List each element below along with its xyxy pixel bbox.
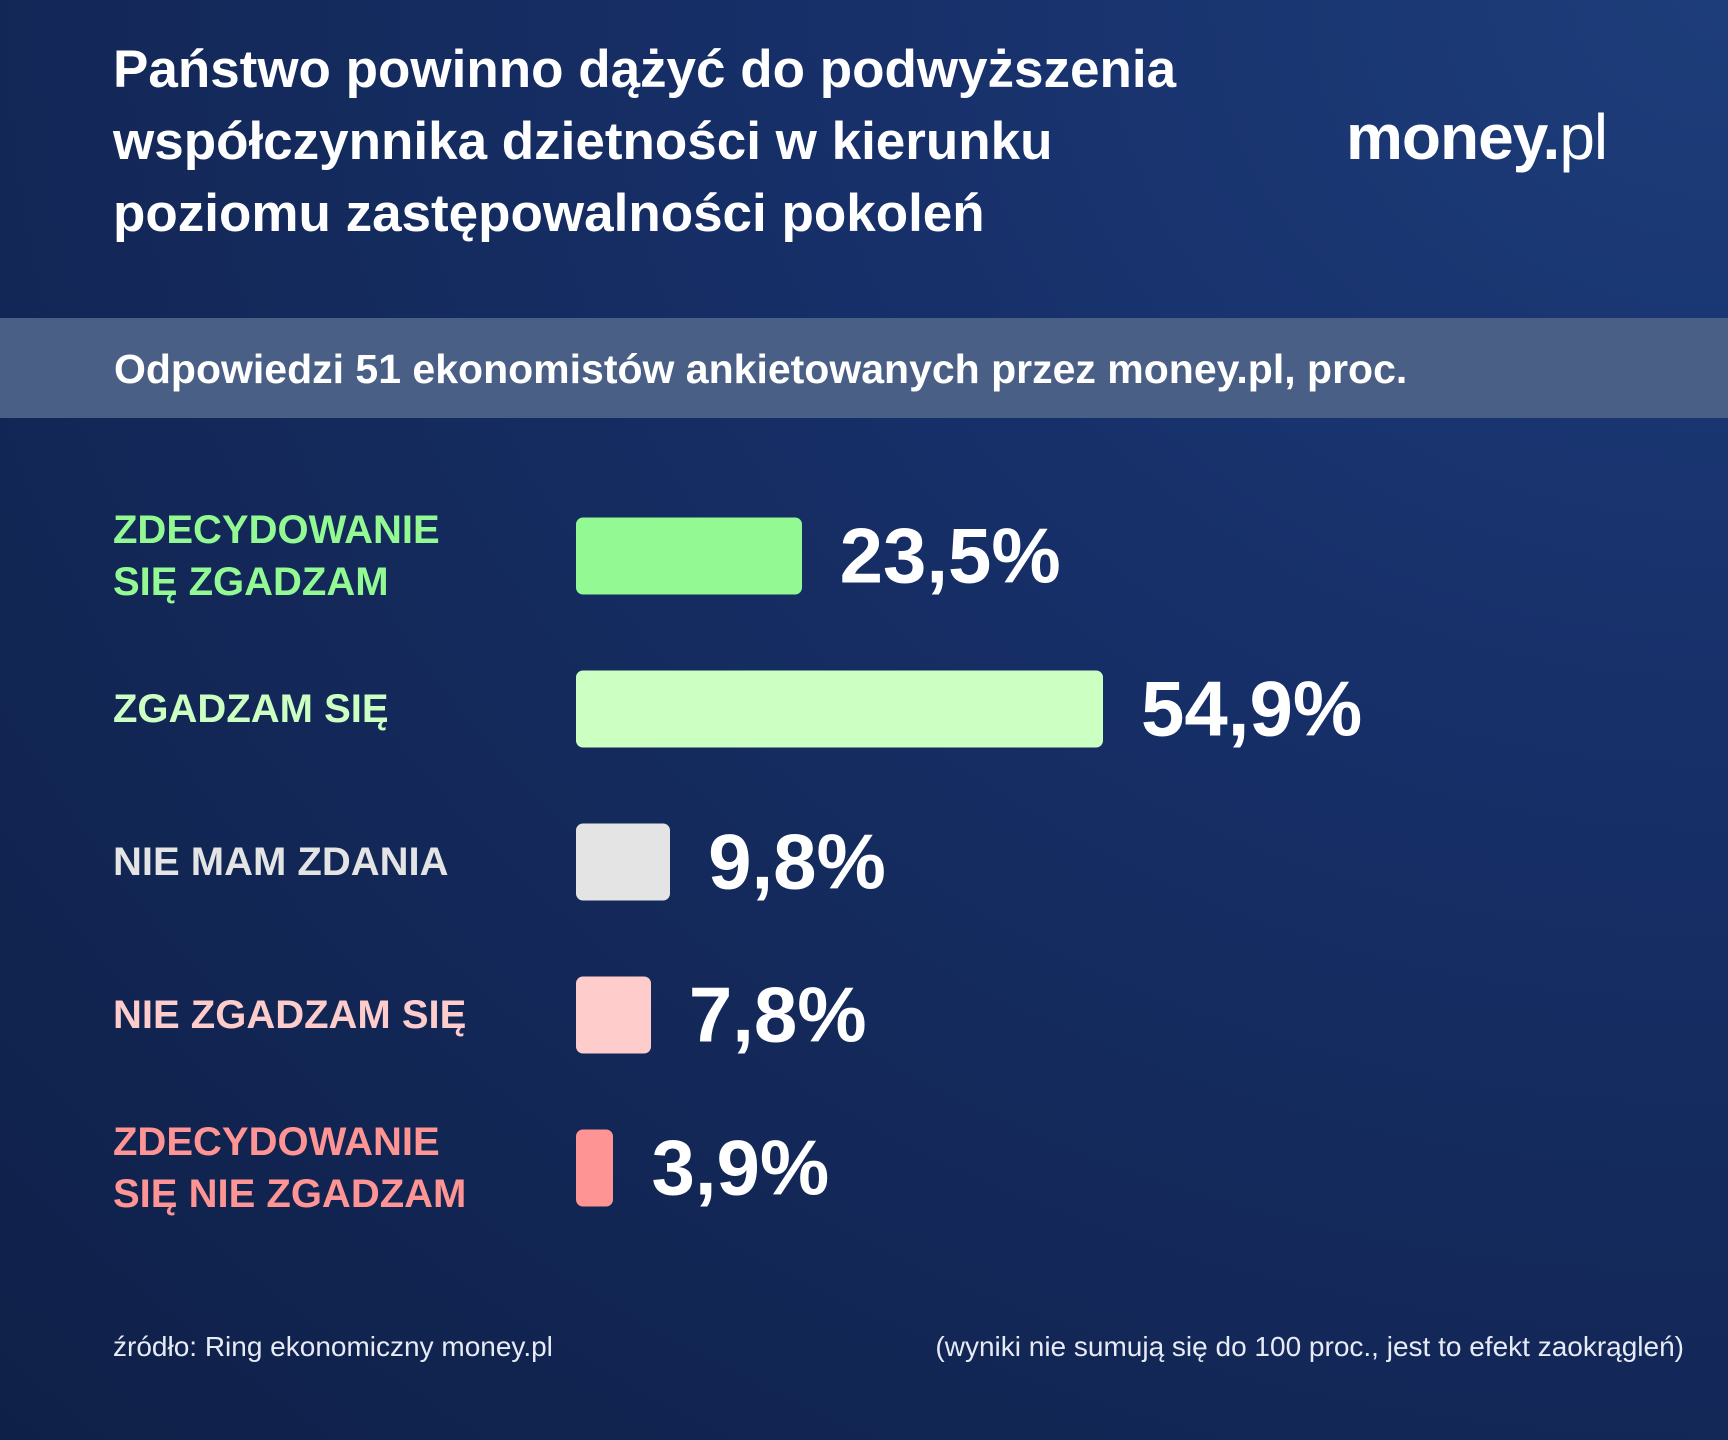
value-label: 9,8% (708, 817, 886, 906)
bar-row: ZDECYDOWANIE SIĘ NIE ZGADZAM 3,9% (0, 1120, 1728, 1216)
bar-row: ZGADZAM SIĘ 54,9% (0, 665, 1728, 753)
chart-title: Państwo powinno dążyć do podwyższenia ws… (113, 34, 1273, 250)
chart-subtitle: Odpowiedzi 51 ekonomistów ankietowanych … (114, 346, 1408, 392)
title-line: Państwo powinno dążyć do podwyższenia (113, 40, 1177, 99)
category-label: NIE MAM ZDANIA (113, 836, 563, 888)
source-note: źródło: Ring ekonomiczny money.pl (113, 1331, 553, 1362)
logo-suffix: pl (1559, 101, 1608, 173)
value-label: 54,9% (1141, 664, 1363, 753)
category-label-line: NIE ZGADZAM SIĘ (113, 993, 467, 1037)
bar (576, 670, 1104, 748)
category-label-line: ZDECYDOWANIE (113, 508, 440, 552)
category-label-line: ZDECYDOWANIE (113, 1120, 440, 1164)
category-label-line: ZGADZAM SIĘ (113, 687, 389, 731)
money-pl-logo: money.pl (1346, 100, 1608, 174)
category-label: ZDECYDOWANIE SIĘ ZGADZAM (113, 504, 563, 608)
title-line: poziomu zastępowalności pokoleń (113, 184, 985, 243)
bar-row: NIE MAM ZDANIA 9,8% (0, 818, 1728, 906)
bar (576, 976, 651, 1054)
title-line: współczynnika dzietności w kierunku (113, 112, 1053, 171)
value-label: 7,8% (688, 970, 867, 1059)
logo-main: money. (1346, 101, 1560, 173)
bar-row: ZDECYDOWANIE SIĘ ZGADZAM 23,5% (0, 508, 1728, 604)
bar (576, 1129, 614, 1207)
value-label: 3,9% (651, 1123, 830, 1212)
category-label: ZDECYDOWANIE SIĘ NIE ZGADZAM (113, 1116, 563, 1220)
category-label-line: SIĘ ZGADZAM (113, 560, 389, 604)
category-label-line: SIĘ NIE ZGADZAM (113, 1172, 467, 1216)
category-label-line: NIE MAM ZDANIA (113, 840, 449, 884)
bar (576, 823, 671, 901)
category-label: NIE ZGADZAM SIĘ (113, 989, 563, 1041)
subtitle-band: Odpowiedzi 51 ekonomistów ankietowanych … (0, 318, 1728, 418)
bar (576, 517, 802, 595)
rounding-note: (wyniki nie sumują się do 100 proc., jes… (935, 1331, 1684, 1362)
bar-row: NIE ZGADZAM SIĘ 7,8% (0, 971, 1728, 1059)
value-label: 23,5% (839, 511, 1061, 600)
category-label: ZGADZAM SIĘ (113, 683, 563, 735)
